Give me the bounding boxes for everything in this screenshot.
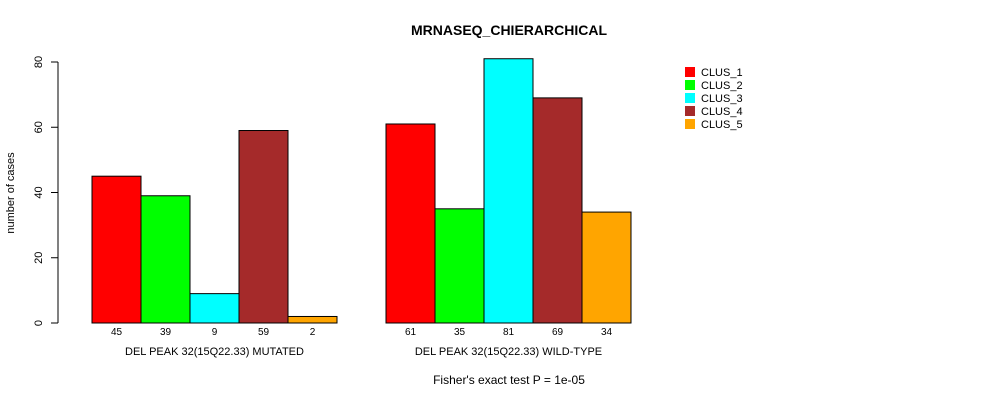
group-label: DEL PEAK 32(15Q22.33) WILD-TYPE — [415, 346, 602, 358]
y-tick-label: 60 — [33, 121, 45, 133]
bar-count-label: 2 — [310, 327, 316, 338]
chart-title: MRNASEQ_CHIERARCHICAL — [411, 22, 607, 38]
legend-label: CLUS_2 — [701, 80, 743, 92]
legend-swatch-clus-4 — [685, 106, 695, 116]
bar-clus-1-group-1 — [91, 175, 142, 324]
y-tick-label: 80 — [33, 56, 45, 68]
bar-clus-3-group-1 — [189, 293, 240, 324]
y-axis: 0 20 40 60 80 — [33, 56, 59, 326]
bar-count-label: 34 — [601, 327, 613, 338]
bar-clus-5-group-1 — [287, 315, 338, 324]
y-tick-label: 20 — [33, 252, 45, 264]
y-tick-label: 0 — [33, 320, 45, 326]
bar-count-label: 61 — [405, 327, 417, 338]
legend-swatch-clus-2 — [685, 80, 695, 90]
legend-label: CLUS_3 — [701, 93, 743, 105]
group-label: DEL PEAK 32(15Q22.33) MUTATED — [125, 346, 304, 358]
bar-count-label: 35 — [454, 327, 466, 338]
fisher-test-label: Fisher's exact test P = 1e-05 — [433, 373, 585, 387]
bar-clus-4-group-1 — [238, 130, 289, 324]
bar-clus-1-group-2 — [385, 123, 436, 324]
legend-swatch-clus-1 — [685, 67, 695, 77]
legend-label: CLUS_5 — [701, 119, 743, 131]
legend-swatch-clus-5 — [685, 119, 695, 129]
bars — [91, 58, 632, 324]
bar-count-label: 45 — [111, 327, 123, 338]
bar-clus-3-group-2 — [483, 58, 534, 324]
bar-clus-5-group-2 — [581, 211, 632, 324]
legend-swatch-clus-3 — [685, 93, 695, 103]
group-labels: DEL PEAK 32(15Q22.33) MUTATED DEL PEAK 32… — [125, 346, 602, 358]
bar-count-label: 9 — [212, 327, 218, 338]
y-tick-label: 40 — [33, 186, 45, 198]
bar-count-label: 69 — [552, 327, 564, 338]
bar-count-label: 59 — [258, 327, 270, 338]
bar-clus-4-group-2 — [532, 97, 583, 324]
legend-label: CLUS_1 — [701, 67, 743, 79]
bar-clus-2-group-1 — [140, 195, 191, 324]
bar-count-labels: 45 39 9 59 2 61 35 81 69 34 — [111, 327, 613, 338]
bar-count-label: 81 — [503, 327, 515, 338]
y-axis-label: number of cases — [5, 152, 17, 234]
bar-count-label: 39 — [160, 327, 172, 338]
legend-label: CLUS_4 — [701, 106, 743, 118]
bar-clus-2-group-2 — [434, 208, 485, 324]
